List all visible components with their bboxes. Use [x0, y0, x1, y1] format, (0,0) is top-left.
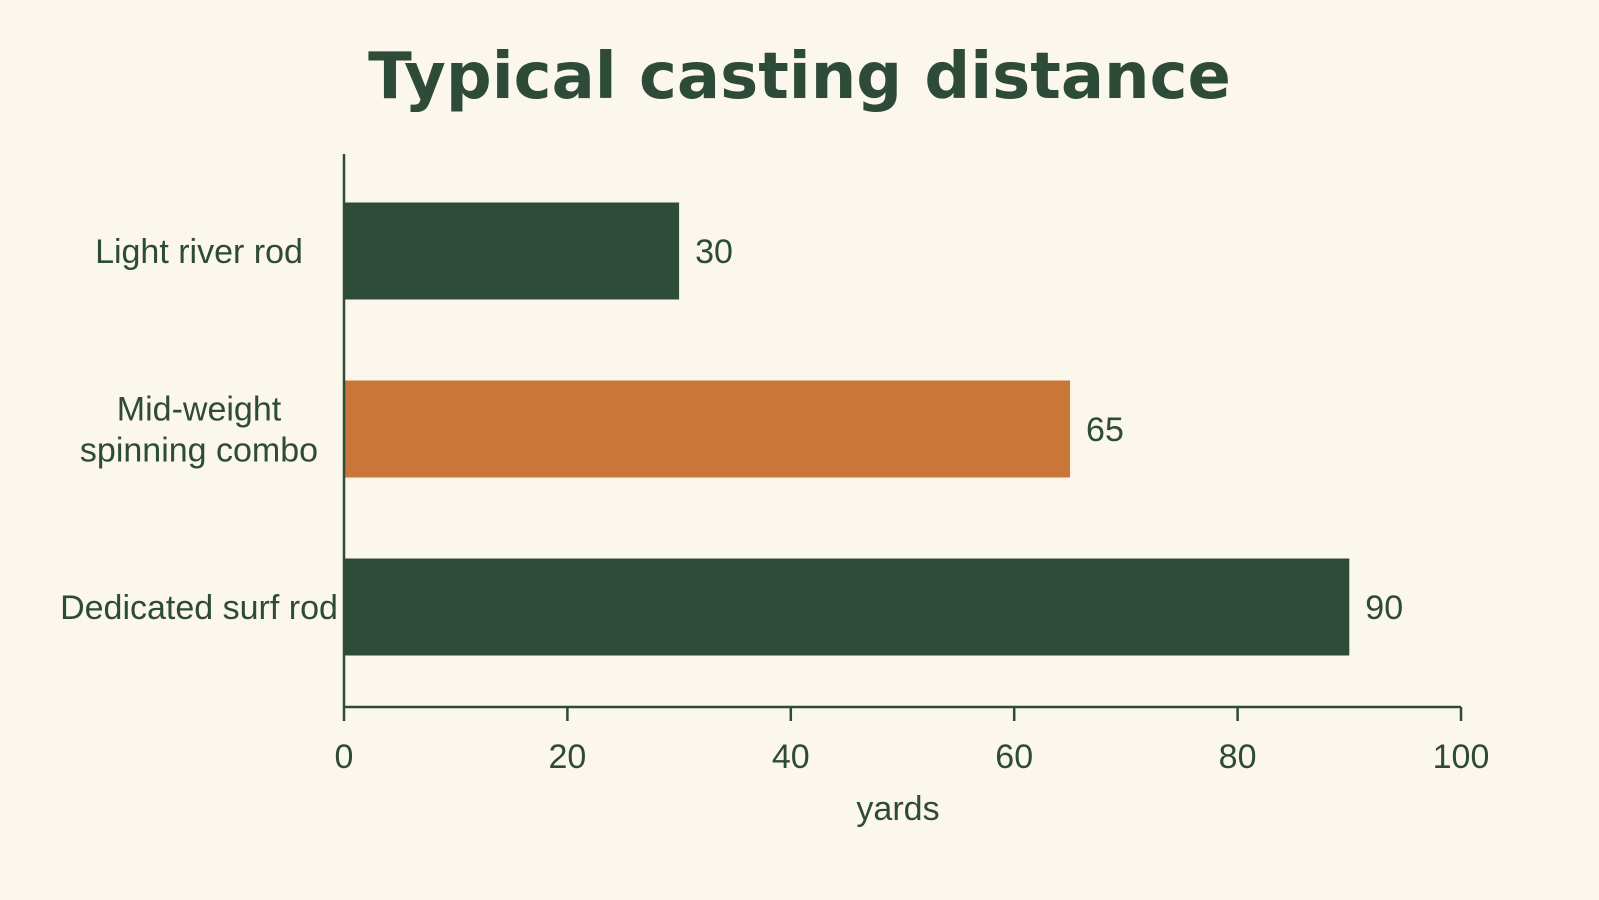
- x-tick-label-80: 80: [1219, 738, 1257, 776]
- chart-title: Typical casting distance: [368, 40, 1231, 114]
- category-label-3: Dedicated surf rod: [60, 589, 338, 627]
- category-label-2-line-1: Mid-weight: [117, 391, 282, 429]
- value-label-1: 30: [695, 233, 733, 271]
- x-tick-label-20: 20: [548, 738, 586, 776]
- value-label-2: 65: [1086, 411, 1124, 449]
- x-tick-label-0: 0: [335, 738, 354, 776]
- axes-layer: 0 20 40 60 80 100: [335, 154, 1490, 776]
- bar-3: [344, 558, 1350, 656]
- category-label-1: Light river rod: [95, 233, 303, 271]
- x-tick-label-40: 40: [772, 738, 810, 776]
- category-label-2-line-2: spinning combo: [80, 432, 318, 470]
- value-label-3: 90: [1365, 589, 1403, 627]
- bar-1: [344, 202, 680, 300]
- bar-2: [344, 380, 1071, 478]
- x-tick-label-100: 100: [1433, 738, 1490, 776]
- x-axis-title: yards: [856, 790, 939, 828]
- x-tick-label-60: 60: [995, 738, 1033, 776]
